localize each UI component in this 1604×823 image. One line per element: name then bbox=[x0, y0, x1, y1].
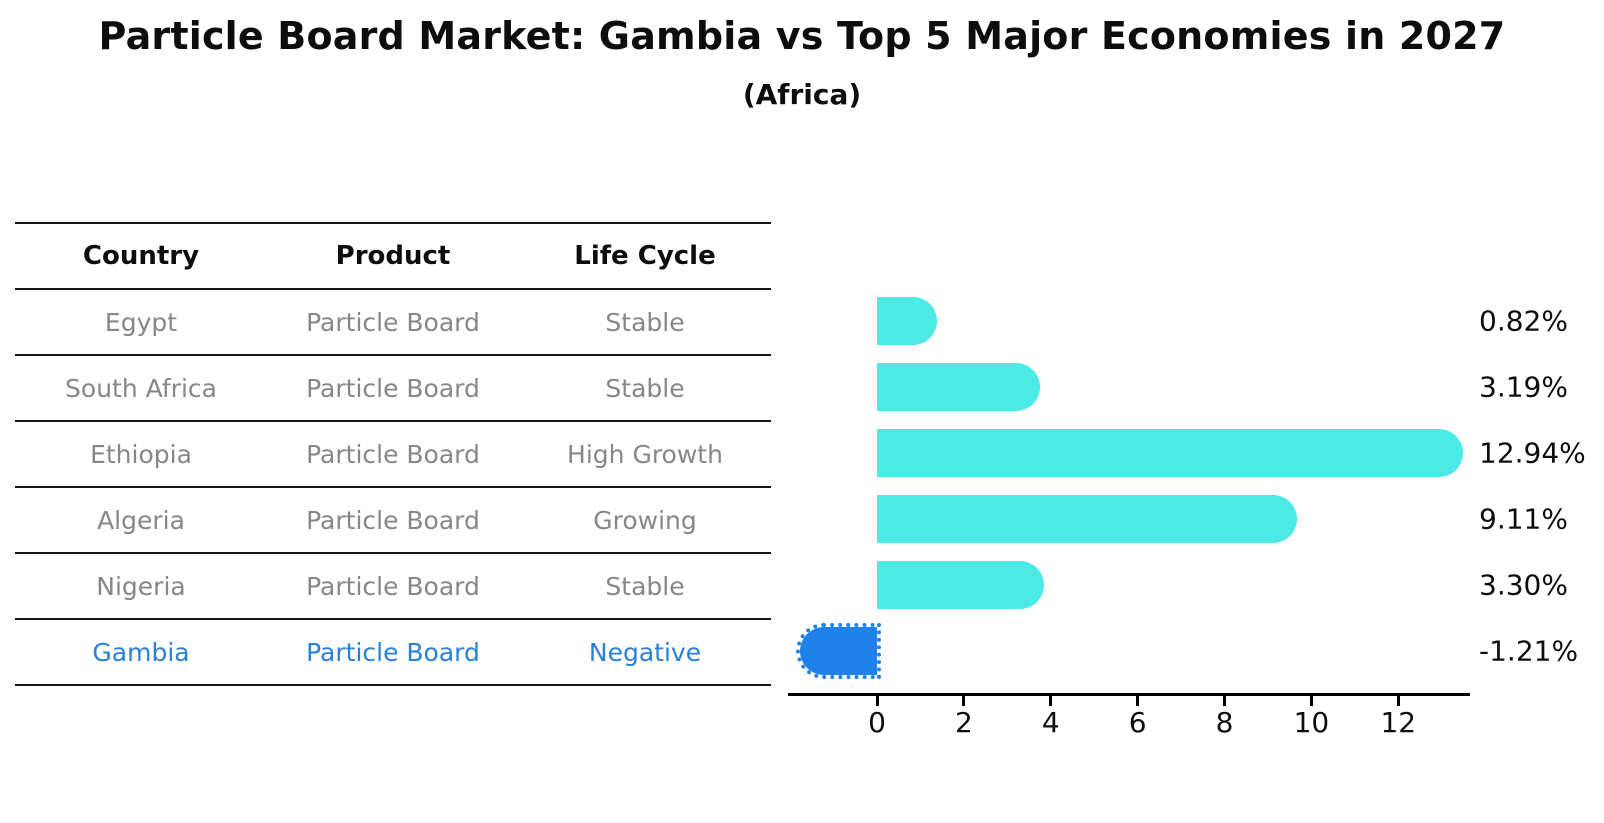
cell-product: Particle Board bbox=[306, 637, 480, 667]
column-header-country: Country bbox=[82, 241, 200, 271]
cell-country: Nigeria bbox=[96, 571, 186, 601]
table-row-nigeria: Nigeria Particle Board Stable bbox=[15, 552, 771, 618]
bar-algeria bbox=[877, 495, 1297, 543]
cell-life_cycle: Growing bbox=[593, 505, 697, 535]
x-axis-tick-10 bbox=[1309, 696, 1313, 706]
cell-life_cycle: High Growth bbox=[567, 439, 723, 469]
table-row-egypt: Egypt Particle Board Stable bbox=[15, 288, 771, 354]
x-axis-tick-label-0: 0 bbox=[868, 706, 886, 739]
x-axis-tick-label-10: 10 bbox=[1293, 706, 1330, 739]
value-label-algeria: 9.11% bbox=[1479, 502, 1568, 536]
bar-gambia bbox=[796, 623, 882, 679]
value-label-south-africa: 3.19% bbox=[1479, 370, 1568, 404]
cell-life_cycle: Negative bbox=[588, 637, 702, 667]
cell-country: Algeria bbox=[97, 505, 185, 535]
page-title: Particle Board Market: Gambia vs Top 5 M… bbox=[98, 14, 1506, 58]
table-header-row: Country Product Life Cycle bbox=[15, 222, 771, 288]
x-axis-tick-6 bbox=[1136, 696, 1140, 706]
value-label-egypt: 0.82% bbox=[1479, 304, 1568, 338]
x-axis-tick-label-8: 8 bbox=[1215, 706, 1234, 739]
page-subtitle: (Africa) bbox=[742, 78, 862, 111]
value-label-gambia: -1.21% bbox=[1479, 634, 1579, 668]
cell-product: Particle Board bbox=[306, 571, 480, 601]
x-axis-tick-label-4: 4 bbox=[1041, 706, 1060, 739]
bar-ethiopia bbox=[877, 429, 1464, 477]
table-row-ethiopia: Ethiopia Particle Board High Growth bbox=[15, 420, 771, 486]
value-label-nigeria: 3.30% bbox=[1479, 568, 1568, 602]
cell-life_cycle: Stable bbox=[605, 571, 685, 601]
bar-south-africa bbox=[877, 363, 1040, 411]
x-axis-tick-4 bbox=[1049, 696, 1053, 706]
column-header-life_cycle: Life Cycle bbox=[574, 241, 716, 271]
bar-nigeria bbox=[877, 561, 1045, 609]
x-axis-tick-12 bbox=[1396, 696, 1400, 706]
cell-life_cycle: Stable bbox=[605, 307, 685, 337]
table-row-gambia: Gambia Particle Board Negative bbox=[15, 618, 771, 684]
cell-product: Particle Board bbox=[306, 439, 480, 469]
economies-table: Country Product Life Cycle Egypt Particle B… bbox=[15, 222, 771, 686]
cell-life_cycle: Stable bbox=[605, 373, 685, 403]
table-row-algeria: Algeria Particle Board Growing bbox=[15, 486, 771, 552]
bar-egypt bbox=[877, 297, 937, 345]
x-axis-tick-0 bbox=[875, 696, 879, 706]
column-header-product: Product bbox=[335, 241, 451, 271]
cell-country: Ethiopia bbox=[90, 439, 192, 469]
cell-country: South Africa bbox=[65, 373, 217, 403]
cell-product: Particle Board bbox=[306, 505, 480, 535]
x-axis-tick-8 bbox=[1223, 696, 1227, 706]
x-axis-tick-label-6: 6 bbox=[1128, 706, 1147, 739]
table-row-south-africa: South Africa Particle Board Stable bbox=[15, 354, 771, 420]
x-axis-line bbox=[788, 693, 1470, 696]
cell-product: Particle Board bbox=[306, 373, 480, 403]
cell-country: Gambia bbox=[92, 637, 190, 667]
cell-country: Egypt bbox=[104, 307, 178, 337]
cell-product: Particle Board bbox=[306, 307, 480, 337]
x-axis-tick-2 bbox=[962, 696, 966, 706]
value-label-ethiopia: 12.94% bbox=[1479, 436, 1586, 470]
x-axis-tick-label-2: 2 bbox=[955, 706, 973, 739]
x-axis-tick-label-12: 12 bbox=[1380, 706, 1417, 739]
